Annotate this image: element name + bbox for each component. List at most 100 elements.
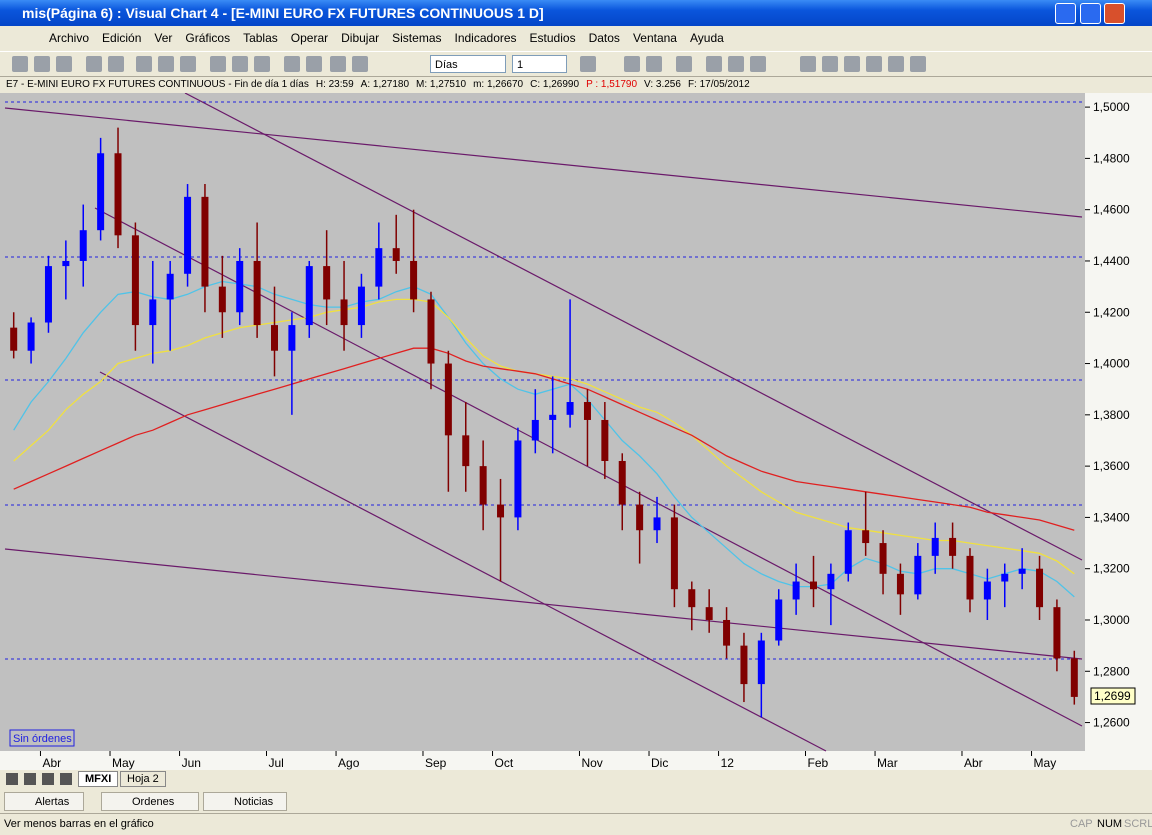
tool-button[interactable]	[888, 56, 904, 72]
nav-button[interactable]	[42, 773, 54, 785]
menu-item[interactable]: Ventana	[632, 31, 677, 45]
tool-button[interactable]	[352, 56, 368, 72]
tool-button[interactable]	[108, 56, 124, 72]
candle-body	[531, 419, 539, 441]
tool-button[interactable]	[180, 56, 196, 72]
candle-body	[949, 537, 957, 556]
moving-average	[13, 347, 1075, 531]
trend-line	[4, 548, 1083, 660]
candle-body	[131, 235, 139, 326]
tool-button[interactable]	[580, 56, 596, 72]
tool-button[interactable]	[646, 56, 662, 72]
tool-button[interactable]	[624, 56, 640, 72]
candle-body	[288, 325, 296, 351]
menu-item[interactable]: Tablas	[243, 31, 278, 45]
minimize-button[interactable]	[1055, 3, 1076, 24]
menu-item[interactable]: Sistemas	[392, 31, 442, 45]
panel-tab[interactable]: Noticias	[203, 792, 287, 811]
tool-button[interactable]	[676, 56, 692, 72]
candle-body	[253, 260, 261, 326]
tool-button[interactable]	[12, 56, 28, 72]
tool-button[interactable]	[232, 56, 248, 72]
tool-button[interactable]	[306, 56, 322, 72]
candle-body	[844, 530, 852, 574]
tool-button[interactable]	[822, 56, 838, 72]
tool-button[interactable]	[86, 56, 102, 72]
x-tick-label: Mar	[877, 756, 898, 770]
menu-item[interactable]: Dibujar	[341, 31, 380, 45]
sheet-tab[interactable]: MFXI	[78, 771, 119, 787]
x-tick-label: Nov	[581, 756, 602, 770]
x-tick-label: Abr	[42, 756, 61, 770]
candle-body	[688, 589, 696, 608]
menu-item[interactable]: Ayuda	[689, 31, 724, 45]
candle-body	[931, 537, 939, 556]
x-tick-label: Sep	[425, 756, 447, 770]
title-bar: mis(Página 6) : Visual Chart 4 - [E-MINI…	[0, 0, 1152, 26]
tool-button[interactable]	[866, 56, 882, 72]
tool-button[interactable]	[330, 56, 346, 72]
header-field: m: 1,26670	[473, 79, 524, 90]
panel-tab[interactable]: Alertas	[4, 792, 84, 811]
candle-body	[184, 196, 192, 274]
tool-button[interactable]	[254, 56, 270, 72]
orders-label: Sin órdenes	[13, 733, 72, 745]
menu-item[interactable]: Archivo	[49, 31, 90, 45]
tool-button[interactable]	[910, 56, 926, 72]
trend-line	[4, 107, 1083, 218]
maximize-button[interactable]	[1080, 3, 1101, 24]
tool-button[interactable]	[284, 56, 300, 72]
candle-body	[1053, 607, 1061, 659]
y-tick-label: 1,3600	[1093, 459, 1130, 473]
close-button[interactable]	[1104, 3, 1125, 24]
orders-box	[9, 729, 75, 747]
tool-button[interactable]	[56, 56, 72, 72]
candle-body	[514, 440, 522, 518]
y-tick-label: 1,4000	[1093, 357, 1130, 371]
candle-body	[740, 645, 748, 685]
nav-button[interactable]	[24, 773, 36, 785]
x-tick-label: Dic	[651, 756, 668, 770]
tool-button[interactable]	[210, 56, 226, 72]
sheet-tab[interactable]: Hoja 2	[120, 771, 166, 787]
candle-body	[757, 640, 765, 685]
candle-body	[670, 517, 678, 590]
tool-button[interactable]	[844, 56, 860, 72]
tool-button[interactable]	[750, 56, 766, 72]
period-combo[interactable]: Días	[430, 55, 506, 73]
tool-button[interactable]	[136, 56, 152, 72]
status-message: Ver menos barras en el gráfico	[4, 818, 154, 830]
candle-body	[357, 286, 365, 326]
tool-button[interactable]	[800, 56, 816, 72]
tool-button[interactable]	[158, 56, 174, 72]
candle-body	[497, 504, 505, 518]
tool-button[interactable]	[706, 56, 722, 72]
menu-item[interactable]: Edición	[102, 31, 142, 45]
menu-item[interactable]: Operar	[290, 31, 329, 45]
menu-item[interactable]: Ver	[154, 31, 173, 45]
tool-button[interactable]	[34, 56, 50, 72]
candle-body	[427, 299, 435, 364]
tool-button[interactable]	[728, 56, 744, 72]
y-tick-label: 1,3000	[1093, 613, 1130, 627]
x-tick-label: Jun	[182, 756, 201, 770]
nav-button[interactable]	[60, 773, 72, 785]
candle-body	[583, 402, 591, 420]
status-bar: Ver menos barras en el gráfico CAP NUM SCR…	[0, 813, 1152, 835]
candle-body	[305, 266, 313, 326]
candle-body	[10, 327, 18, 351]
plot-area	[0, 93, 1085, 751]
menu-item[interactable]: Datos	[588, 31, 620, 45]
menu-item[interactable]: Gráficos	[185, 31, 231, 45]
menu-item[interactable]: Estudios	[529, 31, 576, 45]
y-tick-label: 1,4200	[1093, 305, 1130, 319]
menu-item[interactable]: Indicadores	[454, 31, 517, 45]
x-tick-label: May	[112, 756, 135, 770]
window-title: mis(Página 6) : Visual Chart 4 - [E-MINI…	[22, 5, 544, 21]
panel-tab[interactable]: Ordenes	[101, 792, 199, 811]
panel-tabs: Alertas Ordenes Noticias	[0, 791, 1152, 813]
interval-combo[interactable]: 1	[512, 55, 567, 73]
nav-button[interactable]	[6, 773, 18, 785]
candle-body	[1070, 658, 1078, 697]
candle-body	[236, 260, 244, 313]
